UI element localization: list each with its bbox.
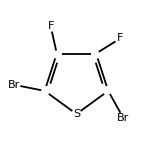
Text: S: S <box>73 109 80 119</box>
Text: Br: Br <box>117 113 130 123</box>
Text: Br: Br <box>8 80 20 90</box>
Text: F: F <box>117 33 124 43</box>
Text: F: F <box>47 21 54 31</box>
